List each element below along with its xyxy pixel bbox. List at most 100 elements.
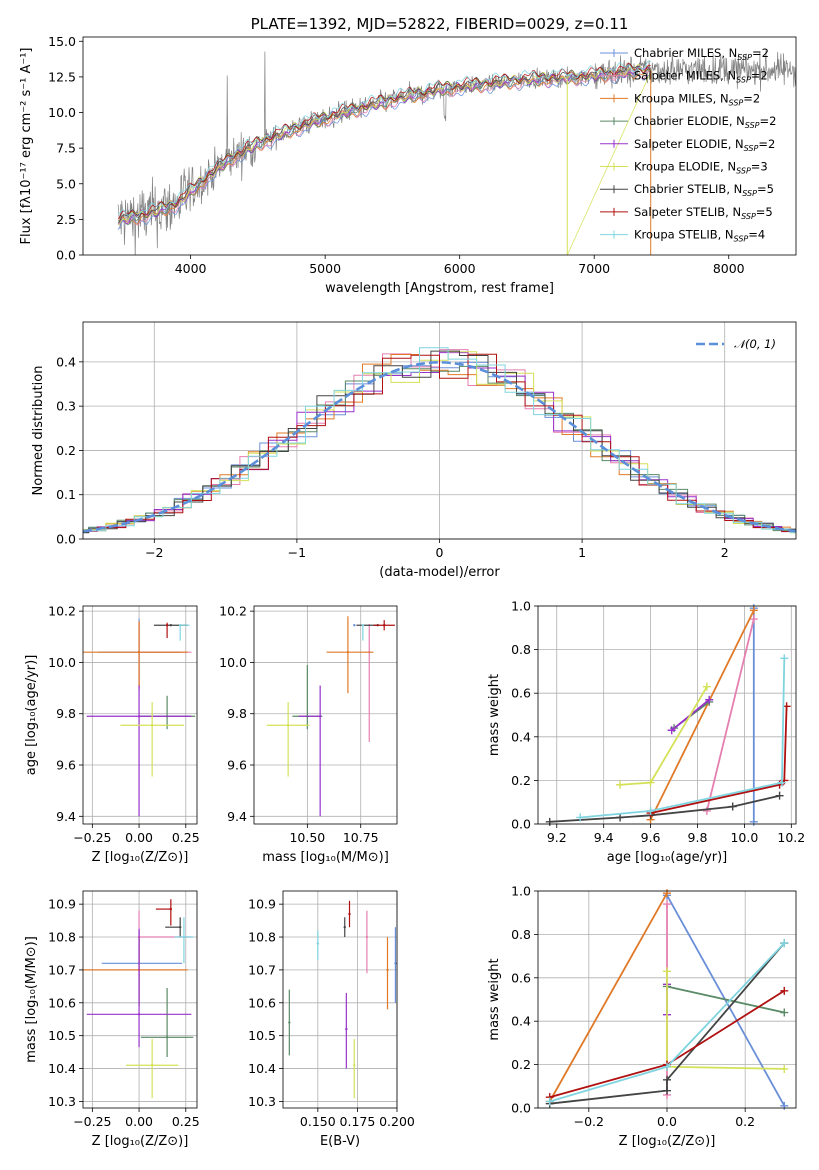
series-marker-salpeter_stelib	[780, 986, 789, 995]
x-tick-label: 10.50	[289, 830, 325, 845]
mass-vs-ebv-axes	[283, 891, 398, 1108]
legend-label-kroupa_miles: Kroupa MILES, NSSP=2	[634, 91, 760, 107]
x-tick-label: 1	[578, 545, 586, 560]
y-tick-label: 0.2	[56, 443, 76, 458]
y-tick-label: 0.8	[511, 642, 531, 657]
x-axis-label: Z [log₁₀(Z/Z⊙)]	[619, 1134, 716, 1149]
data-point-chabrier_elodie	[288, 1021, 291, 1024]
x-axis-label: mass [log₁₀(M/M⊙)]	[262, 850, 389, 865]
x-tick-label: 4000	[175, 261, 207, 276]
mass-vs-ebv-frame: 0.150 0.175 0.200 10.3 10.4 10.5 10.6 10.7 10.8 1…	[248, 890, 415, 1149]
axes-frame	[282, 890, 398, 1109]
model-spectrum-kroupa_miles	[117, 66, 651, 225]
residual-legend: 𝒩(0, 1)	[696, 337, 776, 351]
y-tick-label: 10.8	[48, 930, 76, 945]
y-tick-label: 10.2	[48, 604, 76, 619]
legend-label-kroupa_stelib: Kroupa STELIB, NSSP=4	[634, 228, 765, 244]
y-tick-label: 0.8	[511, 927, 531, 942]
series-marker-chabrier_elodie	[780, 1008, 789, 1017]
x-tick-label: 0.00	[125, 830, 153, 845]
legend-label-chabrier_miles: Chabrier MILES, NSSP=2	[634, 46, 769, 62]
series-line-chabrier_miles	[666, 894, 786, 1107]
model-spectrum-chabrier_miles	[117, 70, 651, 230]
y-axis-label: Normed distribution	[31, 366, 46, 496]
mass-weight-vs-age-plot-area	[545, 604, 791, 826]
data-point-kroupa_elodie	[286, 724, 290, 727]
y-tick-label: 0.6	[511, 686, 531, 701]
residual-histogram-kroupa_stelib	[83, 347, 796, 534]
y-tick-label: 10.0	[48, 655, 76, 670]
y-tick-label: 0.3	[56, 399, 76, 414]
series-marker-chabrier_miles	[780, 1101, 789, 1110]
y-axis-label: age [log₁₀(age/yr)]	[24, 655, 39, 776]
series-marker-salpeter_miles	[663, 900, 671, 909]
data-point-kroupa_stelib	[361, 624, 365, 627]
series-marker-kroupa_stelib	[780, 939, 789, 948]
x-tick-label: 9.6	[641, 830, 661, 845]
model-spectrum-salpeter_stelib	[117, 63, 651, 220]
legend-label-normal: 𝒩(0, 1)	[734, 337, 776, 351]
y-tick-label: 9.4	[56, 809, 76, 824]
x-tick-label: 9.8	[688, 830, 708, 845]
y-tick-label: 10.0	[48, 105, 76, 120]
x-axis-label: (data-model)/error	[379, 565, 500, 580]
axes-frame	[82, 890, 198, 1109]
x-tick-label: 0.00	[125, 1114, 153, 1129]
x-tick-label: 10.0	[730, 830, 758, 845]
series-marker-kroupa_stelib	[576, 813, 585, 822]
y-tick-label: 1.0	[511, 884, 531, 899]
y-tick-label: 10.6	[248, 995, 276, 1010]
x-tick-label: 7000	[578, 261, 610, 276]
data-point-salpeter_elodie	[345, 1027, 348, 1031]
series-line-kroupa_miles	[649, 610, 755, 820]
mass-vs-z-plot-area	[83, 899, 194, 1099]
y-tick-label: 10.7	[248, 962, 276, 977]
y-tick-label: 10.2	[219, 604, 247, 619]
data-point-salpeter_miles	[365, 935, 369, 939]
y-tick-label: 0.0	[56, 532, 76, 547]
y-tick-label: 5.0	[56, 176, 76, 191]
series-marker-chabrier_miles	[749, 817, 758, 826]
model-spectrum-chabrier_stelib	[117, 63, 651, 224]
x-tick-label: 10.75	[343, 830, 379, 845]
model-spectrum-kroupa_stelib	[117, 60, 651, 218]
y-tick-label: 10.7	[48, 962, 76, 977]
x-tick-label: −0.25	[73, 1114, 111, 1129]
y-axis-label: mass [log₁₀(M/M⊙)]	[24, 936, 39, 1063]
data-point-kroupa_elodie	[150, 724, 154, 727]
series-marker-salpeter_miles	[702, 806, 711, 815]
mass-weight-vs-z-frame: −0.2 0.0 0.2 0.0 0.2 0.4 0.6 0.8 1.0 Z [log₁₀(Z/Z…	[487, 884, 797, 1149]
data-point-kroupa_elodie	[150, 1064, 154, 1067]
series-marker-kroupa_elodie	[663, 967, 671, 976]
data-point-chabrier_stelib	[178, 925, 182, 929]
series-marker-salpeter_miles	[749, 615, 758, 624]
series-marker-chabrier_stelib	[663, 1086, 671, 1095]
y-tick-label: 10.4	[248, 1061, 276, 1076]
axes-frame	[537, 605, 797, 825]
legend-label-chabrier_elodie: Chabrier ELODIE, NSSP=2	[634, 114, 776, 130]
series-line-kroupa_elodie	[620, 686, 708, 786]
series-marker-chabrier_stelib	[545, 817, 554, 826]
y-tick-label: 10.4	[48, 1061, 76, 1076]
y-tick-label: 0.1	[56, 487, 76, 502]
data-point-salpeter_elodie	[318, 715, 322, 718]
x-tick-label: 0.150	[300, 1114, 336, 1129]
model-spectrum-salpeter_miles	[117, 70, 651, 226]
data-point-kroupa_stelib	[178, 624, 182, 627]
data-point-salpeter_stelib	[165, 624, 169, 627]
x-axis-label: Z [log₁₀(Z/Z⊙)]	[92, 850, 189, 865]
legend-label-salpeter_miles: Salpeter MILES, NSSP=2	[634, 69, 768, 85]
x-tick-label: 5000	[309, 261, 341, 276]
data-point-salpeter_stelib	[169, 907, 173, 911]
y-tick-label: 0.6	[511, 970, 531, 985]
x-tick-label: 10.2	[777, 830, 805, 845]
axes-frame	[82, 36, 797, 256]
y-tick-label: 9.8	[56, 706, 76, 721]
series-line-kroupa_stelib	[580, 658, 786, 819]
model-spectrum-salpeter_elodie	[117, 65, 652, 225]
y-tick-label: 9.6	[56, 758, 76, 773]
x-tick-label: 0	[436, 545, 444, 560]
x-tick-label: −0.25	[73, 830, 111, 845]
data-point-salpeter_stelib	[348, 912, 351, 916]
